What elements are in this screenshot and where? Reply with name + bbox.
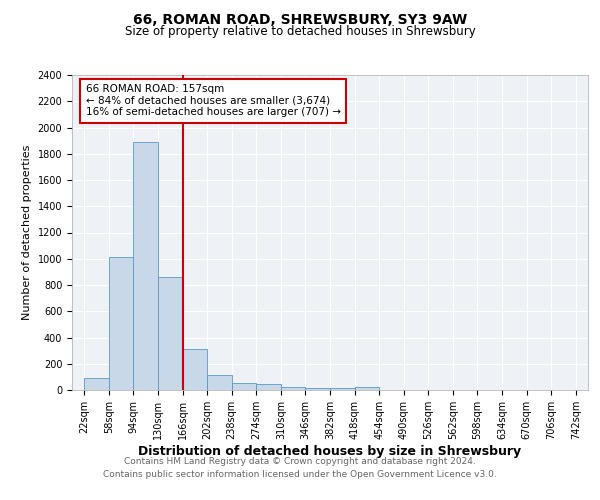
Bar <box>330 388 355 390</box>
Text: Contains public sector information licensed under the Open Government Licence v3: Contains public sector information licen… <box>103 470 497 479</box>
Text: Contains HM Land Registry data © Crown copyright and database right 2024.: Contains HM Land Registry data © Crown c… <box>124 458 476 466</box>
Bar <box>355 388 379 390</box>
Bar <box>305 388 330 390</box>
Bar <box>281 386 305 390</box>
Y-axis label: Number of detached properties: Number of detached properties <box>22 145 32 320</box>
Bar <box>84 378 109 390</box>
X-axis label: Distribution of detached houses by size in Shrewsbury: Distribution of detached houses by size … <box>139 444 521 458</box>
Bar <box>232 383 256 390</box>
Bar <box>256 384 281 390</box>
Bar <box>182 350 207 390</box>
Text: Size of property relative to detached houses in Shrewsbury: Size of property relative to detached ho… <box>125 25 475 38</box>
Bar <box>109 258 133 390</box>
Bar <box>158 277 182 390</box>
Text: 66, ROMAN ROAD, SHREWSBURY, SY3 9AW: 66, ROMAN ROAD, SHREWSBURY, SY3 9AW <box>133 12 467 26</box>
Bar <box>207 375 232 390</box>
Bar <box>133 142 158 390</box>
Text: 66 ROMAN ROAD: 157sqm
← 84% of detached houses are smaller (3,674)
16% of semi-d: 66 ROMAN ROAD: 157sqm ← 84% of detached … <box>86 84 341 117</box>
